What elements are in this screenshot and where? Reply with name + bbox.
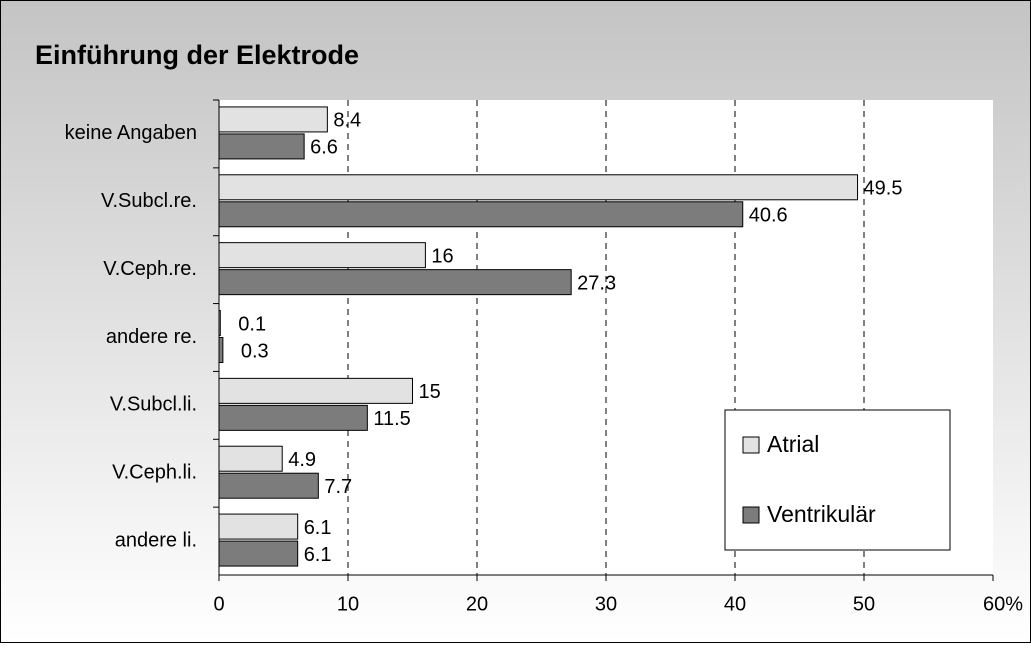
value-label: 49.5 [864,178,903,200]
legend-label: Ventrikulär [767,501,876,527]
x-tick-label: 30 [595,593,617,615]
bar [218,310,221,336]
bar [218,269,572,296]
value-label: 6.6 [310,137,338,159]
bar [218,106,328,133]
x-tick-label: 50 [853,593,875,615]
bar [218,445,283,472]
bar [218,540,299,567]
bar [218,377,413,404]
bar [218,472,319,499]
bar [218,133,305,160]
x-tick-label: 60% [983,593,1023,615]
y-tick-label: V.Subcl.re. [101,190,197,212]
bar [218,404,368,431]
x-tick-label: 20 [466,593,488,615]
value-label: 0.1 [238,313,266,335]
value-label: 6.1 [304,544,332,566]
value-label: 0.3 [241,340,269,362]
chart-title: Einführung der Elektrode [35,40,359,70]
value-label: 27.3 [577,272,616,294]
x-tick-label: 10 [337,593,359,615]
bar [218,242,426,269]
x-tick-label: 40 [724,593,746,615]
value-label: 11.5 [373,408,410,430]
y-tick-label: V.Ceph.li. [112,461,197,483]
y-tick-label: andere li. [115,529,197,551]
legend-swatch [742,436,760,454]
legend-box [724,409,951,551]
value-label: 6.1 [304,517,332,539]
value-label: 15 [419,381,441,403]
y-tick-label: V.Ceph.re. [103,258,197,280]
bar [218,337,224,363]
value-label: 7.7 [324,476,352,498]
legend-swatch [742,506,760,524]
bar [218,513,299,540]
bar [218,174,859,201]
y-tick-label: V.Subcl.li. [110,394,197,416]
x-tick-label: 0 [213,593,224,615]
value-label: 4.9 [288,449,316,471]
legend-label: Atrial [767,431,819,457]
value-label: 40.6 [749,205,788,227]
y-tick-label: keine Angaben [65,122,197,144]
y-tick-label: andere re. [106,326,197,348]
value-label: 8.4 [333,110,361,132]
value-label: 16 [431,245,453,267]
bar [218,201,744,228]
